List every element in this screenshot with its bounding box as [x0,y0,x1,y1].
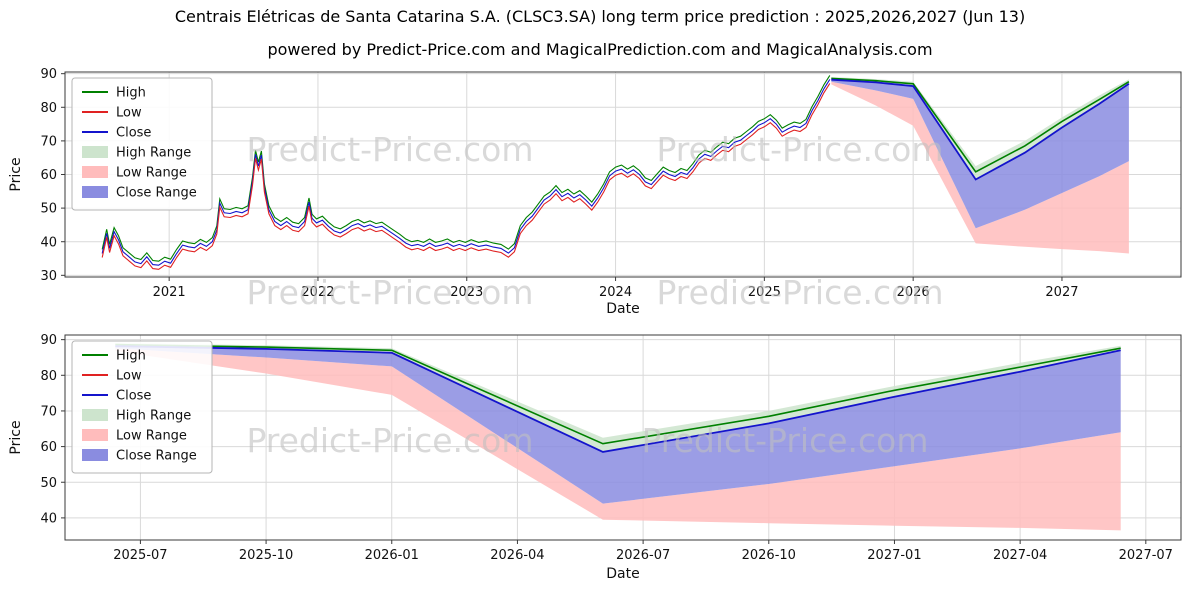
y-tick-label: 50 [40,202,57,217]
y-axis-label: Price [8,157,24,191]
legend-swatch-low-range [82,166,108,178]
legend-swatch-low-range [82,429,108,441]
forecast-detail-chart: 40 50 60 70 80 90 2025-07 2025-10 2026-01 2026-04… [8,333,1182,582]
legend-label-low-range: Low Range [116,166,187,181]
x-tick-label: 2025-07 [113,548,167,563]
forecast-close-line [115,345,1121,453]
x-tick-label: 2027-04 [993,548,1047,563]
close-range-band [115,346,1121,504]
x-tick-label: 2023 [450,285,483,300]
legend-label-close-range: Close Range [116,186,197,201]
watermark-text: Predict-Price.com [656,130,943,169]
x-axis-label: Date [606,301,639,317]
page-title: Centrais Elétricas de Santa Catarina S.A… [174,7,1026,26]
x-tick-label: 2026 [897,285,930,300]
x-axis-label: Date [606,566,639,582]
x-tick-label: 2027 [1045,285,1078,300]
y-tick-label: 60 [40,440,57,455]
legend-swatch-close-range [82,449,108,461]
x-tick-label: 2026-10 [742,548,796,563]
x-tick-label: 2024 [599,285,632,300]
y-tick-label: 50 [40,476,57,491]
legend-label-low-range: Low Range [116,429,187,444]
x-tick-label: 2021 [153,285,186,300]
x-tick-label: 2026-01 [365,548,419,563]
legend-swatch-high-range [82,146,108,158]
legend-label-high: High [116,86,146,101]
y-tick-label: 40 [40,511,57,526]
legend-label-high: High [116,349,146,364]
x-tick-label: 2025 [748,285,781,300]
low-range-band [831,81,1129,254]
legend-swatch-high-range [82,409,108,421]
y-axis-label: Price [8,420,24,454]
forecast-high-line [831,77,1130,173]
close-range-band [831,79,1129,229]
legend-swatch-close-range [82,186,108,198]
legend-label-close-range: Close Range [116,449,197,464]
low-range-band [115,348,1121,531]
history-and-forecast-chart: 30 40 50 60 70 80 90 2021 2022 2023 2024 2025 2026 20… [8,67,1182,317]
x-tick-label: 2027-07 [1119,548,1173,563]
legend-label-close: Close [116,389,151,404]
history-low-line [101,83,831,270]
y-tick-label: 80 [40,101,57,116]
x-tick-label: 2027-01 [867,548,921,563]
x-tick-label: 2026-04 [490,548,544,563]
y-tick-label: 40 [40,235,57,250]
y-tick-label: 70 [40,404,57,419]
y-tick-label: 90 [40,67,57,82]
watermark-text: Predict-Price.com [246,130,533,169]
y-tick-label: 80 [40,369,57,384]
legend: High Low Close High Range Low Range Close Ran… [71,77,213,211]
legend: High Low Close High Range Low Range Close Ran… [71,340,213,474]
forecast-high-line [115,343,1121,445]
legend-label-low: Low [116,369,142,384]
watermark-text: Predict-Price.com [246,421,533,460]
watermark-text: Predict-Price.com [656,273,943,312]
watermark-text: Predict-Price.com [641,421,928,460]
plot-border [64,334,1182,541]
y-tick-label: 60 [40,168,57,183]
legend-label-high-range: High Range [116,146,191,161]
legend-label-high-range: High Range [116,409,191,424]
y-tick-label: 90 [40,333,57,348]
page-subtitle: powered by Predict-Price.com and Magical… [267,40,933,59]
x-tick-label: 2022 [301,285,334,300]
legend-label-low: Low [116,106,142,121]
watermark-text: Predict-Price.com [246,273,533,312]
y-tick-label: 70 [40,134,57,149]
x-tick-label: 2025-10 [239,548,293,563]
legend-label-close: Close [116,126,151,141]
forecast-close-line [831,78,1130,181]
x-tick-label: 2026-07 [616,548,670,563]
y-tick-label: 30 [40,269,57,284]
